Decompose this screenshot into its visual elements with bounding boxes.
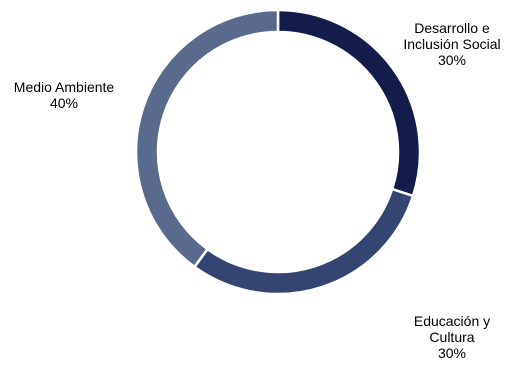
slice-label-educacion: Educación y Cultura 30% xyxy=(388,313,516,361)
slice-value-label: 30% xyxy=(437,345,467,361)
slice-label-line: Educación y xyxy=(413,313,491,329)
slice-label-medio-ambiente: Medio Ambiente 40% xyxy=(2,79,126,111)
slice-label-line: Desarrollo e xyxy=(414,20,490,36)
slice-label-line: Cultura xyxy=(429,329,475,345)
slice-label-line: Inclusión Social xyxy=(403,36,501,52)
slice-medio-ambiente xyxy=(134,8,280,269)
slice-educacion xyxy=(192,187,415,296)
slice-label-line: Medio Ambiente xyxy=(13,79,115,95)
slice-value-label: 30% xyxy=(437,52,467,68)
slice-value-label: 40% xyxy=(49,95,79,111)
slice-label-desarrollo: Desarrollo e Inclusión Social 30% xyxy=(388,20,516,68)
